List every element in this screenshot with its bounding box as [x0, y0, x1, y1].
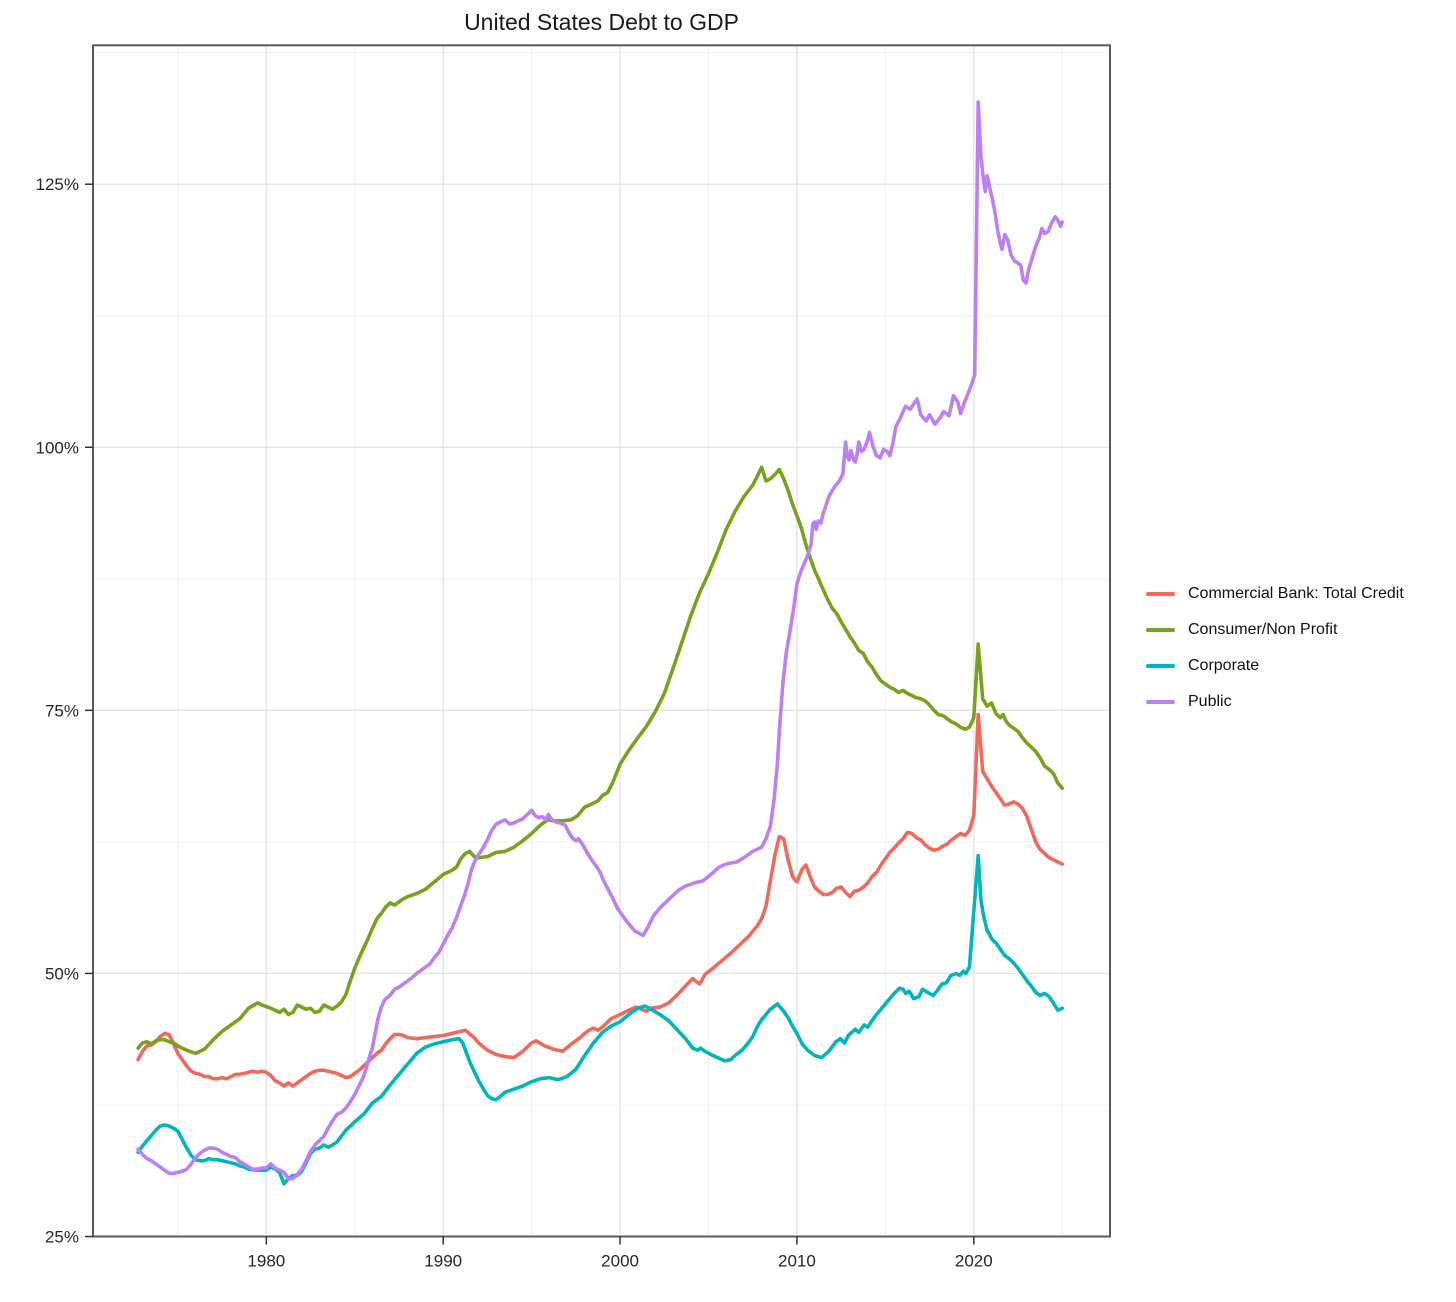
legend-swatch-icon: [1146, 700, 1175, 704]
x-tick-label: 1980: [247, 1252, 285, 1271]
legend-swatch-icon: [1146, 592, 1175, 596]
legend-label: Consumer/Non Profit: [1188, 621, 1338, 638]
y-tick-label: 125%: [36, 175, 79, 194]
x-tick-label: 2020: [955, 1252, 993, 1271]
x-tick-label: 2000: [601, 1252, 639, 1271]
series-line-public: [136, 100, 1064, 1181]
y-tick-label: 100%: [36, 438, 79, 457]
x-tick-label: 2010: [778, 1252, 816, 1271]
x-tick-label: 1990: [424, 1252, 462, 1271]
legend-swatch-icon: [1146, 628, 1175, 632]
y-tick-label: 75%: [45, 701, 79, 720]
series-line-corporate: [136, 853, 1064, 1186]
chart-title: United States Debt to GDP: [464, 9, 739, 35]
legend-item-consumer-non-profit: Consumer/Non Profit: [1146, 619, 1404, 641]
legend-swatch-icon: [1146, 664, 1175, 668]
series-line-commercial-bank-total-credit: [136, 712, 1064, 1088]
panel-border: [92, 44, 1111, 1238]
y-tick-label: 25%: [45, 1228, 79, 1247]
legend-label: Public: [1188, 693, 1232, 710]
legend-item-corporate: Corporate: [1146, 655, 1404, 677]
legend-item-public: Public: [1146, 691, 1404, 713]
legend: Commercial Bank: Total Credit Consumer/No…: [1146, 583, 1404, 727]
legend-label: Commercial Bank: Total Credit: [1188, 585, 1404, 602]
y-tick-label: 50%: [45, 964, 79, 983]
legend-label: Corporate: [1188, 657, 1260, 674]
legend-item-commercial-bank-total-credit: Commercial Bank: Total Credit: [1146, 583, 1404, 605]
series-line-consumer-non-profit: [136, 465, 1064, 1056]
